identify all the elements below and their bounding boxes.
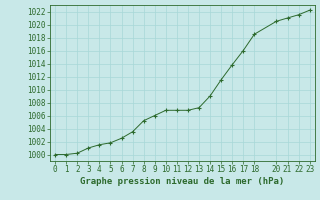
X-axis label: Graphe pression niveau de la mer (hPa): Graphe pression niveau de la mer (hPa) (80, 177, 284, 186)
